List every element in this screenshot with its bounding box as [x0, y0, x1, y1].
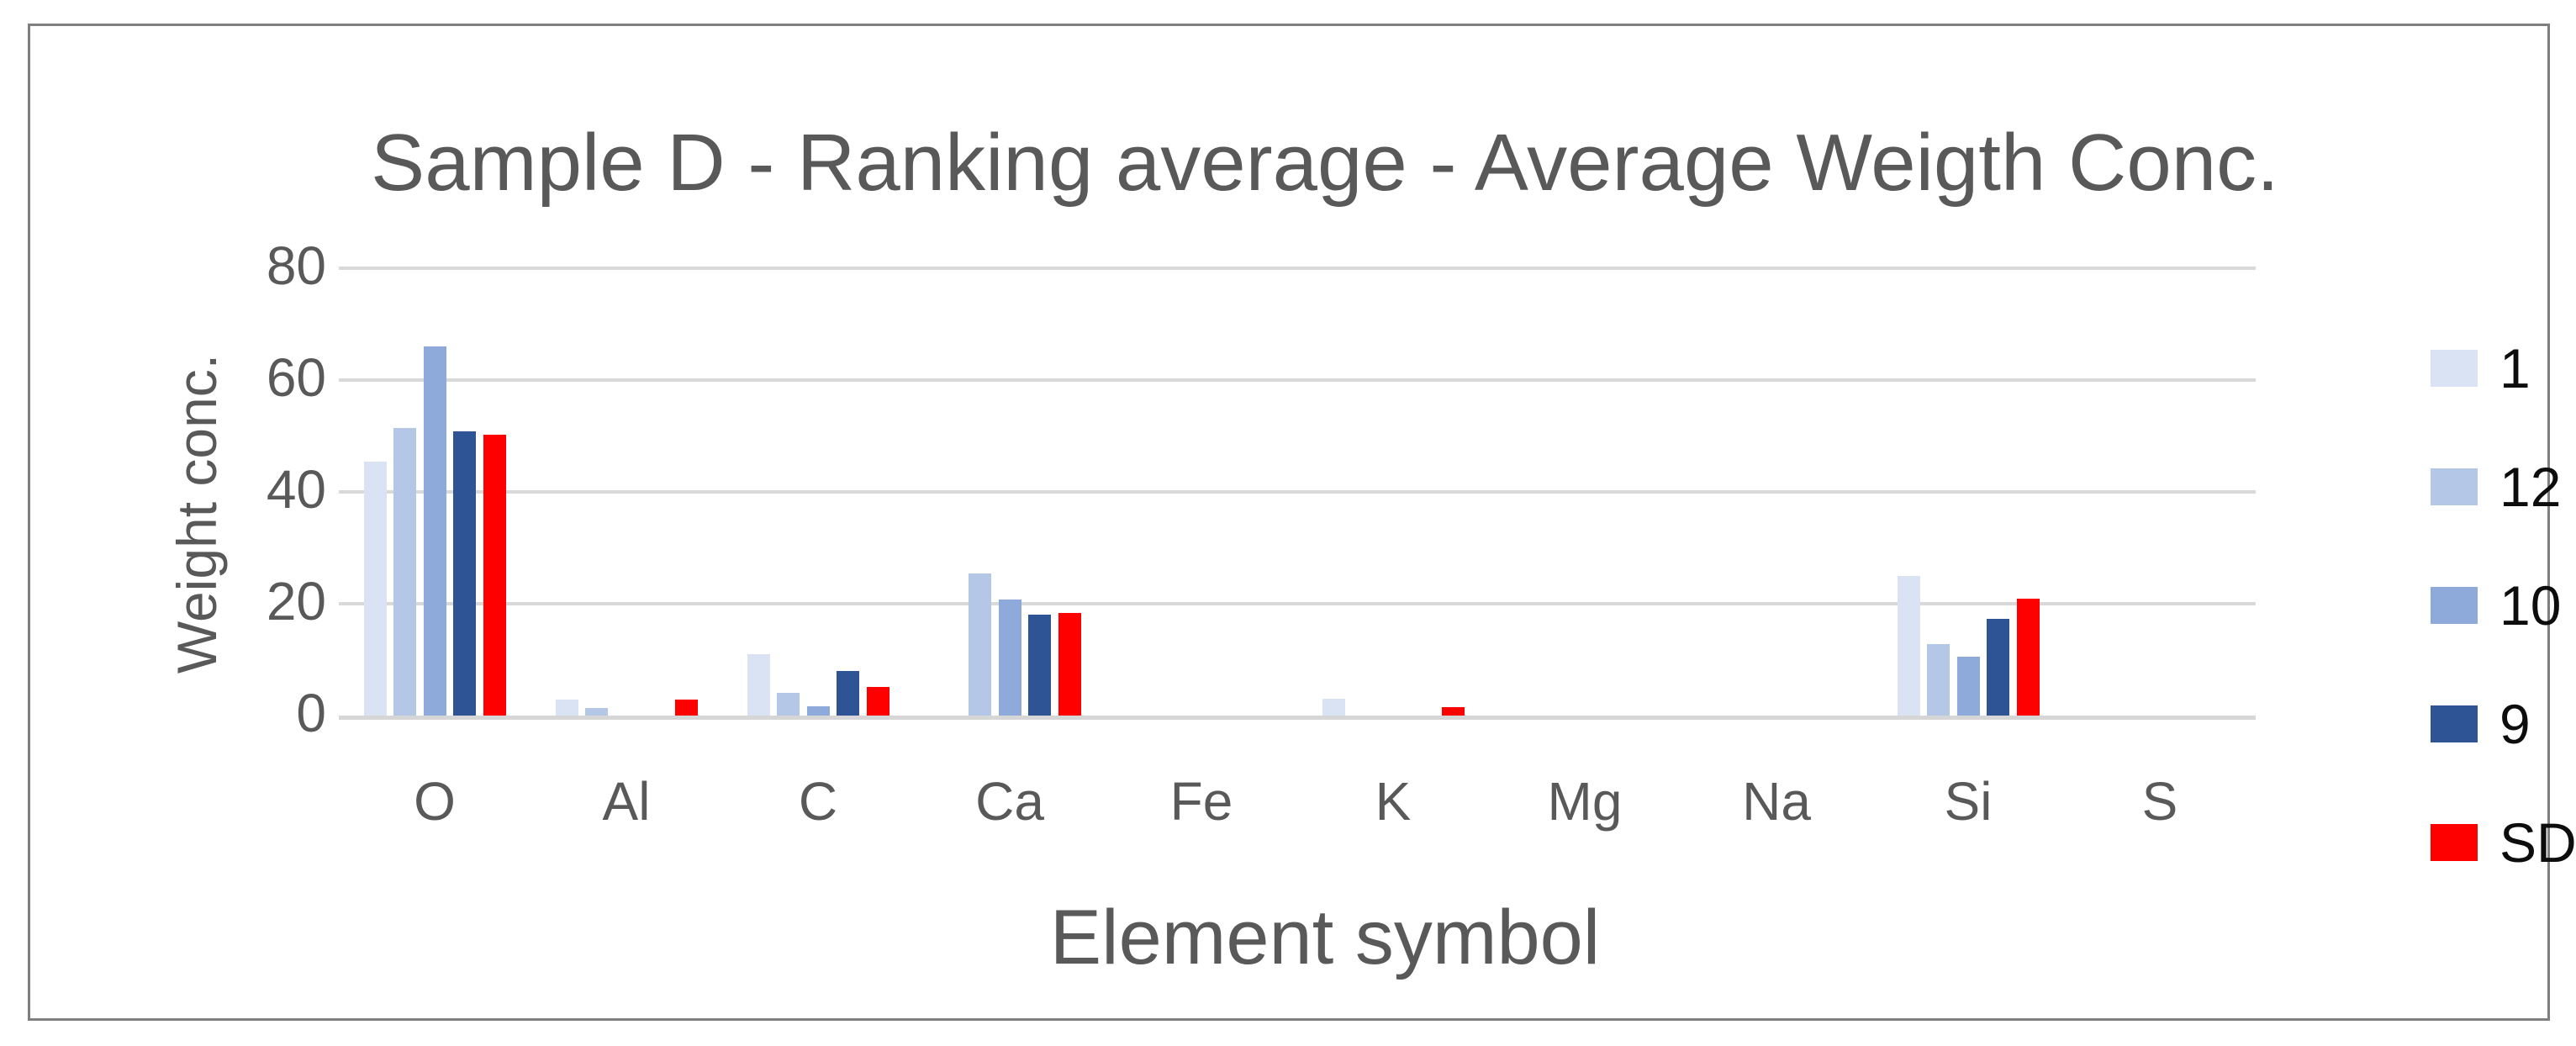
- x-tick-label-O: O: [414, 771, 456, 832]
- bar-O-series-SD: [483, 435, 506, 716]
- chart-figure: Sample D - Ranking average - Average Wei…: [28, 24, 2576, 1021]
- bar-C-series-9: [837, 670, 859, 716]
- bar-Al-series-12: [585, 707, 608, 716]
- bar-C-series-12: [777, 693, 800, 716]
- legend-item-1: 1: [2431, 341, 2531, 396]
- bar-K-series-1: [1322, 699, 1345, 716]
- bar-Si-series-12: [1927, 643, 1950, 716]
- x-tick-label-Mg: Mg: [1547, 771, 1623, 832]
- legend-swatch-SD: [2431, 824, 2478, 861]
- bar-Ca-series-9: [1028, 614, 1051, 716]
- y-gridline-80: [339, 267, 2256, 270]
- bar-Ca-series-SD: [1058, 613, 1081, 716]
- x-tick-label-K: K: [1375, 771, 1412, 832]
- bar-Si-series-1: [1897, 576, 1920, 716]
- x-tick-label-Si: Si: [1944, 771, 1993, 832]
- legend-label-9: 9: [2499, 693, 2531, 755]
- legend-label-1: 1: [2499, 337, 2531, 399]
- y-gridline-20: [339, 602, 2256, 605]
- x-tick-label-Ca: Ca: [975, 771, 1044, 832]
- x-tick-label-C: C: [798, 771, 838, 832]
- legend-swatch-1: [2431, 350, 2478, 387]
- y-tick-label-60: 60: [266, 347, 326, 409]
- y-tick-label-40: 40: [266, 459, 326, 520]
- legend-swatch-9: [2431, 705, 2478, 742]
- bar-C-series-SD: [866, 687, 889, 716]
- bar-Ca-series-12: [969, 573, 991, 716]
- legend-item-12: 12: [2431, 459, 2561, 515]
- y-tick-label-20: 20: [266, 571, 326, 632]
- y-tick-label-0: 0: [296, 683, 326, 744]
- bar-Ca-series-10: [998, 600, 1021, 716]
- legend-label-10: 10: [2499, 574, 2562, 637]
- legend-item-9: 9: [2431, 696, 2531, 752]
- bar-O-series-10: [423, 346, 446, 716]
- legend-item-SD: SD: [2431, 815, 2576, 870]
- legend-swatch-10: [2431, 587, 2478, 624]
- bar-O-series-9: [453, 431, 476, 716]
- bar-Si-series-9: [1987, 618, 2009, 716]
- legend-label-12: 12: [2499, 456, 2562, 518]
- bar-C-series-10: [806, 705, 830, 716]
- legend: 1 12 10 9 SD: [2431, 26, 2576, 1018]
- x-axis-line: [339, 716, 2256, 720]
- bar-Al-series-SD: [674, 700, 698, 716]
- legend-item-10: 10: [2431, 578, 2561, 633]
- legend-swatch-12: [2431, 468, 2478, 505]
- bar-Al-series-1: [555, 700, 578, 716]
- x-tick-label-Na: Na: [1742, 771, 1811, 832]
- bar-C-series-1: [747, 653, 770, 716]
- y-axis-title: Weight conc.: [166, 353, 228, 674]
- y-gridline-40: [339, 490, 2256, 494]
- x-tick-label-S: S: [2141, 771, 2178, 832]
- bar-Si-series-10: [1956, 656, 1980, 716]
- chart-title: Sample D - Ranking average - Average Wei…: [371, 118, 2279, 208]
- plot-area: 0 20 40 60 80 O Al C Ca Fe K Mg Na Si S: [30, 26, 2547, 1018]
- legend-label-SD: SD: [2499, 811, 2576, 874]
- bar-Si-series-SD: [2016, 599, 2040, 716]
- bar-O-series-12: [393, 428, 416, 716]
- y-gridline-60: [339, 378, 2256, 382]
- y-tick-label-80: 80: [266, 235, 326, 297]
- bar-K-series-SD: [1441, 707, 1465, 716]
- x-axis-title: Element symbol: [1049, 895, 1601, 980]
- x-tick-label-Fe: Fe: [1169, 771, 1233, 832]
- bar-O-series-1: [363, 462, 387, 716]
- x-tick-label-Al: Al: [602, 771, 651, 832]
